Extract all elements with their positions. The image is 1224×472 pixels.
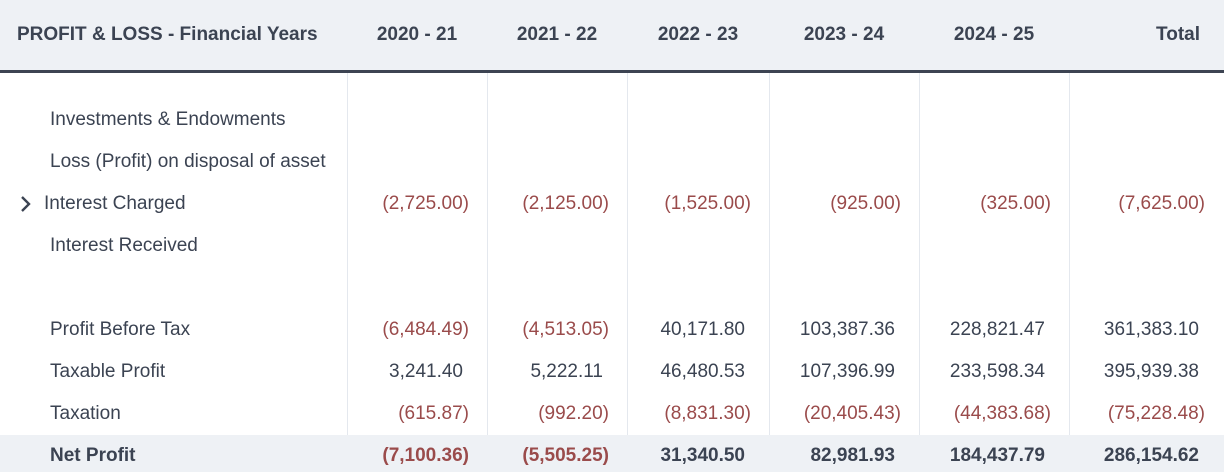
value-cell: 82,981.93	[810, 445, 895, 466]
value-cell: (6,484.49)	[382, 319, 469, 340]
row-label: Profit Before Tax	[50, 319, 191, 340]
column-header: 2024 - 25	[953, 24, 1035, 45]
column-header: 2022 - 23	[657, 24, 739, 45]
value-cell: 31,340.50	[660, 445, 745, 466]
row-label: Interest Received	[50, 235, 198, 256]
column-divider	[769, 0, 770, 472]
value-cell: 228,821.47	[949, 319, 1045, 340]
total-row	[0, 435, 1224, 472]
row-label: Investments & Endowments	[50, 109, 286, 130]
value-cell: (325.00)	[980, 193, 1051, 214]
row-label: Net Profit	[50, 445, 136, 466]
expand-toggle[interactable]	[18, 195, 34, 213]
table-title: PROFIT & LOSS - Financial Years	[17, 24, 318, 45]
value-cell: (7,100.36)	[382, 445, 469, 466]
value-cell: (4,513.05)	[522, 319, 609, 340]
column-divider	[919, 0, 920, 472]
value-cell: (8,831.30)	[664, 403, 751, 424]
table-header: PROFIT & LOSS - Financial Years 2020 - 2…	[0, 0, 1224, 73]
row-label: Loss (Profit) on disposal of asset	[50, 151, 326, 172]
value-cell: (7,625.00)	[1118, 193, 1205, 214]
column-header: Total	[1156, 24, 1200, 45]
value-cell: (992.20)	[538, 403, 609, 424]
value-cell: 184,437.79	[949, 445, 1045, 466]
value-cell: 46,480.53	[660, 361, 745, 382]
value-cell: (44,383.68)	[953, 403, 1051, 424]
row-label: Taxation	[50, 403, 121, 424]
row-label: Interest Charged	[44, 193, 186, 214]
value-cell: (615.87)	[398, 403, 469, 424]
value-cell: 5,222.11	[530, 361, 603, 382]
value-cell: 103,387.36	[799, 319, 895, 340]
column-divider	[347, 0, 348, 472]
column-divider	[487, 0, 488, 472]
value-cell: (20,405.43)	[803, 403, 901, 424]
value-cell: 361,383.10	[1103, 319, 1199, 340]
value-cell: (2,725.00)	[382, 193, 469, 214]
chevron-icon[interactable]	[18, 195, 34, 213]
row-label: Taxable Profit	[50, 361, 166, 382]
value-cell: 40,171.80	[660, 319, 745, 340]
value-cell: 3,241.40	[389, 361, 463, 382]
value-cell: 395,939.38	[1103, 361, 1199, 382]
value-cell: (75,228.48)	[1107, 403, 1205, 424]
column-divider	[627, 0, 628, 472]
value-cell: (2,125.00)	[522, 193, 609, 214]
column-header: 2021 - 22	[516, 24, 598, 45]
value-cell: (5,505.25)	[522, 445, 609, 466]
value-cell: (925.00)	[830, 193, 901, 214]
value-cell: 286,154.62	[1103, 445, 1199, 466]
value-cell: 233,598.34	[949, 361, 1045, 382]
column-header: 2023 - 24	[803, 24, 885, 45]
column-header: 2020 - 21	[376, 24, 458, 45]
value-cell: (1,525.00)	[664, 193, 751, 214]
value-cell: 107,396.99	[799, 361, 895, 382]
column-divider	[1069, 0, 1070, 472]
